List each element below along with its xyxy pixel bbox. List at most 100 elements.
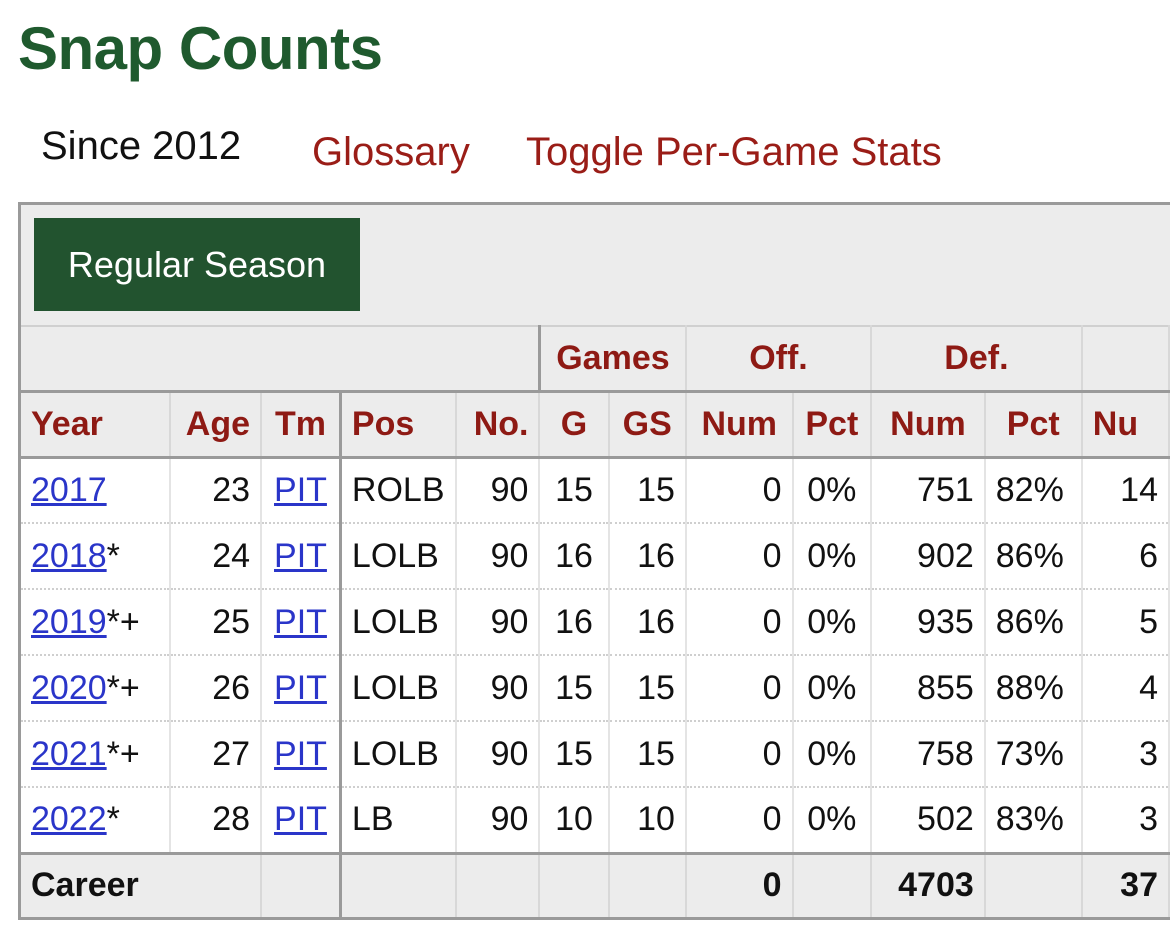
career-row: Career 0 4703 37	[18, 851, 1170, 920]
cell-no: 90	[455, 589, 541, 656]
cell-gs: 16	[608, 523, 687, 590]
team-link[interactable]: PIT	[274, 602, 327, 641]
col-header-off-pct[interactable]: Pct	[792, 391, 873, 459]
cell-pos: LOLB	[340, 721, 457, 788]
cell-off-pct: 0%	[792, 721, 873, 788]
col-header-number[interactable]: No.	[455, 391, 541, 459]
team-link[interactable]: PIT	[274, 470, 327, 509]
cell-off-pct: 0%	[792, 589, 873, 656]
career-off-pct	[792, 851, 873, 920]
col-header-st-num[interactable]: Nu	[1081, 391, 1170, 459]
cell-g: 15	[539, 655, 610, 722]
col-header-games[interactable]: G	[539, 391, 610, 459]
cell-def-pct: 86%	[984, 589, 1083, 656]
cell-year: 2021*+	[17, 721, 171, 788]
cell-g: 15	[539, 721, 610, 788]
table-row: 2018* 24 PIT LOLB 90 16 16 0 0% 902 86% 6	[17, 523, 1170, 590]
cell-year: 2018*	[17, 523, 171, 590]
cell-def-num: 502	[871, 787, 986, 854]
cell-age: 25	[169, 589, 263, 656]
cell-pos: LOLB	[340, 523, 457, 590]
regular-season-tab[interactable]: Regular Season	[34, 218, 360, 311]
col-header-position[interactable]: Pos	[340, 391, 457, 459]
table-row: 2020*+ 26 PIT LOLB 90 15 15 0 0% 855 88% 4	[17, 655, 1170, 722]
career-no-cell	[455, 851, 541, 920]
cell-gs: 16	[608, 589, 687, 656]
toggle-per-game-link[interactable]: Toggle Per-Game Stats	[526, 130, 942, 174]
col-header-year[interactable]: Year	[17, 391, 171, 459]
col-header-off-num[interactable]: Num	[685, 391, 794, 459]
snap-counts-table: Games Off. Def. Year Age Tm Pos No. G GS…	[17, 325, 1170, 920]
career-pos-cell	[340, 851, 457, 920]
year-link[interactable]: 2021	[31, 734, 107, 773]
cell-off-pct: 0%	[792, 655, 873, 722]
cell-st-num: 3	[1081, 721, 1170, 788]
year-link[interactable]: 2017	[31, 470, 107, 509]
over-header-offense: Off.	[685, 325, 873, 393]
cell-age: 28	[169, 787, 263, 854]
award-marker: *+	[106, 602, 140, 641]
cell-def-num: 902	[871, 523, 986, 590]
cell-gs: 15	[608, 655, 687, 722]
cell-def-pct: 73%	[984, 721, 1083, 788]
cell-no: 90	[455, 787, 541, 854]
cell-tm: PIT	[261, 523, 342, 590]
table-row: 2017 23 PIT ROLB 90 15 15 0 0% 751 82% 14	[17, 457, 1170, 524]
cell-gs: 15	[608, 721, 687, 788]
career-label: Career	[18, 851, 263, 920]
year-link[interactable]: 2018	[31, 536, 107, 575]
page-title: Snap Counts	[18, 15, 383, 82]
col-header-age[interactable]: Age	[169, 391, 263, 459]
cell-year: 2019*+	[17, 589, 171, 656]
career-gs-cell	[608, 851, 687, 920]
career-team-cell	[261, 851, 342, 920]
award-marker: *+	[106, 734, 140, 773]
cell-g: 15	[539, 457, 610, 524]
cell-def-pct: 83%	[984, 787, 1083, 854]
cell-no: 90	[455, 457, 541, 524]
cell-tm: PIT	[261, 787, 342, 854]
cell-g: 10	[539, 787, 610, 854]
cell-tm: PIT	[261, 589, 342, 656]
cell-def-pct: 82%	[984, 457, 1083, 524]
team-link[interactable]: PIT	[274, 668, 327, 707]
year-link[interactable]: 2019	[31, 602, 107, 641]
cell-off-num: 0	[685, 457, 794, 524]
cell-year: 2017	[17, 457, 171, 524]
cell-off-num: 0	[685, 655, 794, 722]
table-row: 2021*+ 27 PIT LOLB 90 15 15 0 0% 758 73% 3	[17, 721, 1170, 788]
cell-off-pct: 0%	[792, 787, 873, 854]
year-link[interactable]: 2022	[31, 800, 107, 839]
over-header-special-teams	[1081, 325, 1170, 393]
table-body: 2017 23 PIT ROLB 90 15 15 0 0% 751 82% 14 2018* 24 PIT…	[17, 457, 1170, 854]
table-row: 2022* 28 PIT LB 90 10 10 0 0% 502 83% 3	[17, 787, 1170, 854]
since-label: Since 2012	[41, 124, 242, 168]
year-link[interactable]: 2020	[31, 668, 107, 707]
cell-def-num: 758	[871, 721, 986, 788]
cell-def-num: 935	[871, 589, 986, 656]
col-header-def-pct[interactable]: Pct	[984, 391, 1083, 459]
career-g-cell	[539, 851, 610, 920]
col-header-games-started[interactable]: GS	[608, 391, 687, 459]
cell-year: 2022*	[17, 787, 171, 854]
table-controls-panel: Regular Season	[18, 202, 1170, 325]
team-link[interactable]: PIT	[274, 536, 327, 575]
glossary-link[interactable]: Glossary	[312, 130, 470, 174]
career-def-num: 4703	[871, 851, 986, 920]
col-header-def-num[interactable]: Num	[871, 391, 986, 459]
cell-st-num: 4	[1081, 655, 1170, 722]
team-link[interactable]: PIT	[274, 800, 327, 839]
cell-off-pct: 0%	[792, 523, 873, 590]
cell-tm: PIT	[261, 655, 342, 722]
career-def-pct	[984, 851, 1083, 920]
col-header-team[interactable]: Tm	[261, 391, 342, 459]
cell-st-num: 14	[1081, 457, 1170, 524]
over-header-defense: Def.	[871, 325, 1083, 393]
cell-tm: PIT	[261, 721, 342, 788]
table-row: 2019*+ 25 PIT LOLB 90 16 16 0 0% 935 86% 5	[17, 589, 1170, 656]
cell-pos: LOLB	[340, 589, 457, 656]
award-marker: *	[106, 536, 120, 575]
team-link[interactable]: PIT	[274, 734, 327, 773]
cell-st-num: 5	[1081, 589, 1170, 656]
